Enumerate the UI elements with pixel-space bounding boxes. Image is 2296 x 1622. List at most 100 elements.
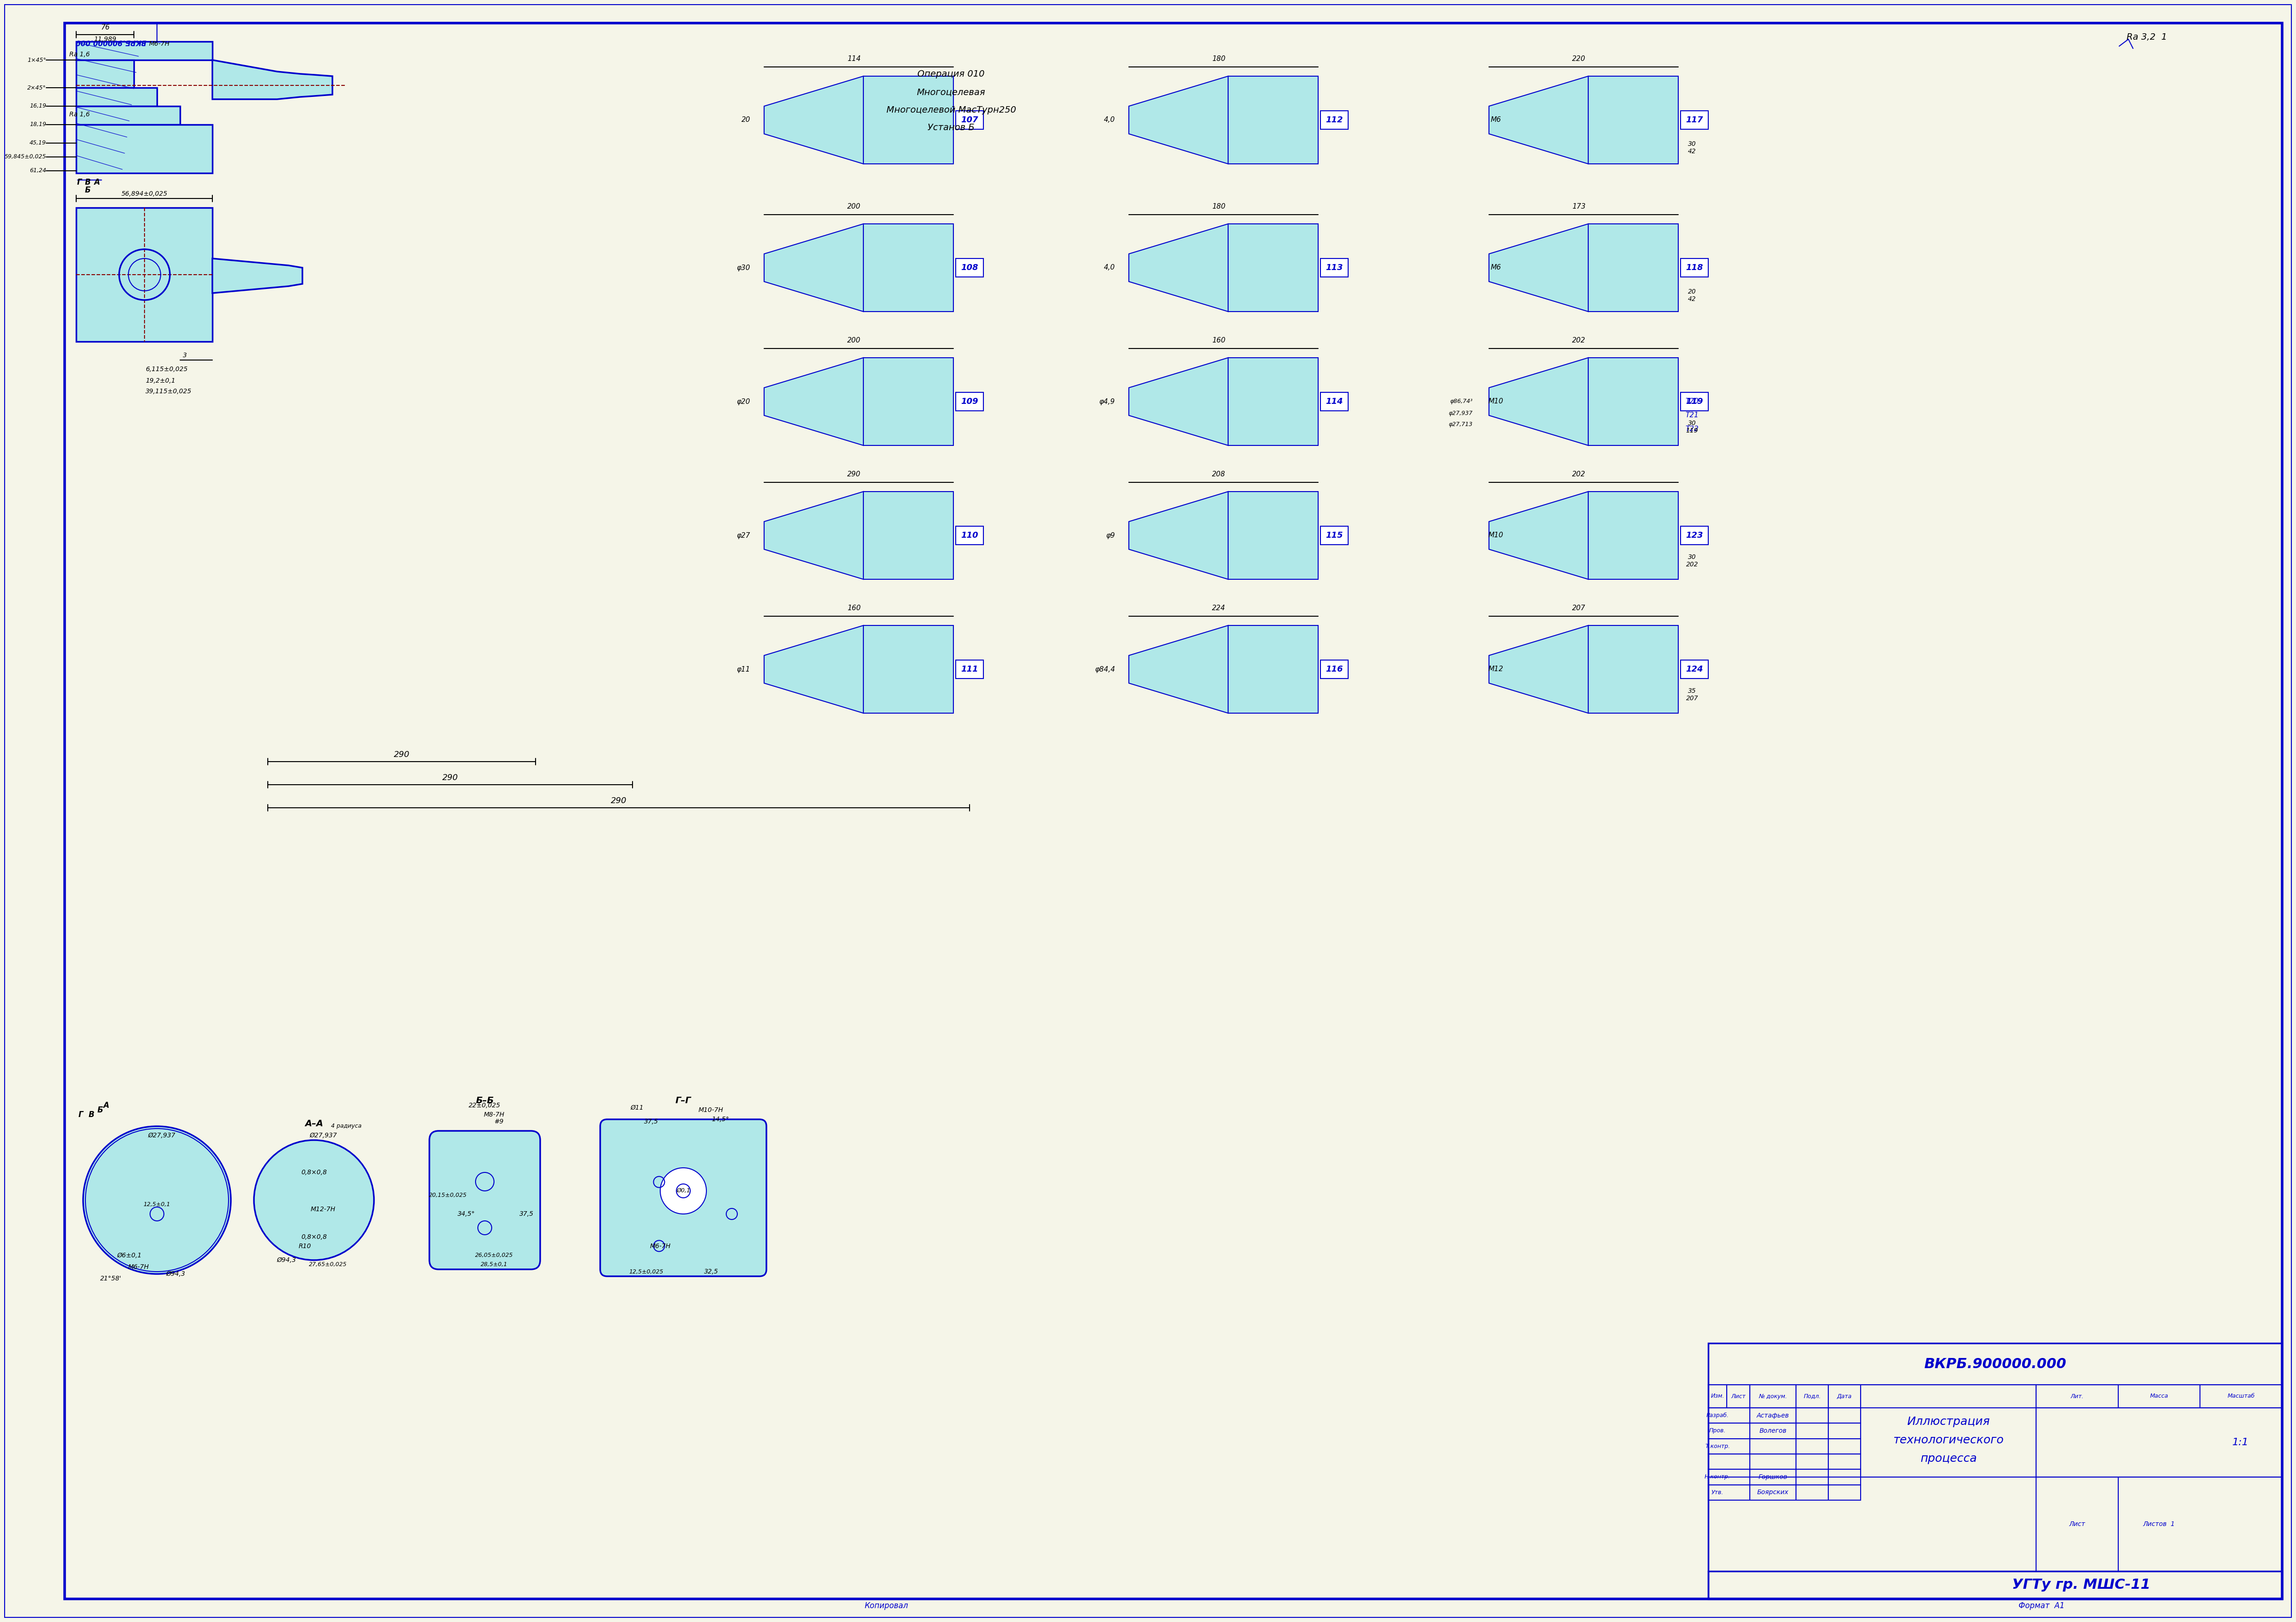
Text: Многоцелевой МасТурн250: Многоцелевой МасТурн250 — [886, 105, 1015, 114]
Text: #9: #9 — [494, 1119, 503, 1126]
Text: 12,5±0,025: 12,5±0,025 — [629, 1268, 664, 1275]
Polygon shape — [1130, 626, 1228, 714]
Text: 220: 220 — [1573, 55, 1587, 62]
Polygon shape — [76, 125, 211, 174]
Bar — [1795, 1385, 1828, 1408]
Bar — [1708, 1385, 2282, 1408]
Polygon shape — [76, 88, 156, 105]
Polygon shape — [1228, 224, 1318, 311]
Bar — [1320, 393, 1348, 410]
Text: 56,894±0,025: 56,894±0,025 — [122, 191, 168, 198]
Bar — [1795, 1422, 1828, 1439]
Text: 224: 224 — [1212, 605, 1226, 611]
Text: Многоцелевая: Многоцелевая — [916, 88, 985, 97]
Text: T22: T22 — [1685, 427, 1699, 433]
Bar — [1681, 393, 1708, 410]
Text: 290: 290 — [443, 774, 459, 782]
Bar — [1795, 1484, 1828, 1500]
Text: М6: М6 — [1490, 264, 1502, 271]
Text: Б: Б — [96, 1106, 103, 1114]
Text: 173: 173 — [1573, 203, 1587, 209]
Bar — [1708, 1453, 1750, 1470]
Polygon shape — [1589, 224, 1678, 311]
Text: 26,05±0,025: 26,05±0,025 — [475, 1252, 512, 1259]
Circle shape — [255, 1140, 374, 1260]
Text: ВКРБ.900000.000: ВКРБ.900000.000 — [1924, 1358, 2066, 1371]
Text: T20: T20 — [1685, 397, 1699, 406]
Text: 76: 76 — [101, 24, 110, 31]
Circle shape — [83, 1126, 232, 1273]
Text: 6,115±0,025: 6,115±0,025 — [145, 367, 188, 373]
Polygon shape — [1490, 76, 1589, 164]
Text: 34,5°: 34,5° — [457, 1210, 475, 1216]
Polygon shape — [1228, 76, 1318, 164]
Text: 110: 110 — [962, 532, 978, 540]
Bar — [1795, 1453, 1828, 1470]
Polygon shape — [1228, 626, 1318, 714]
Text: 200: 200 — [847, 337, 861, 344]
Polygon shape — [863, 358, 953, 446]
Text: 20
42: 20 42 — [1688, 289, 1697, 302]
Text: 11,989: 11,989 — [94, 36, 117, 42]
Text: 32,5: 32,5 — [705, 1268, 719, 1275]
Text: 118: 118 — [1685, 263, 1704, 272]
Text: А–А: А–А — [305, 1119, 324, 1129]
Text: 112: 112 — [1325, 115, 1343, 125]
Bar — [1708, 1385, 1727, 1408]
Polygon shape — [1589, 491, 1678, 579]
FancyBboxPatch shape — [429, 1131, 540, 1270]
Text: 0,8×0,8: 0,8×0,8 — [301, 1169, 326, 1176]
Text: Г: Г — [78, 178, 83, 187]
Polygon shape — [76, 208, 211, 342]
Text: Астафьев: Астафьев — [1756, 1413, 1789, 1419]
Text: 123: 123 — [1685, 532, 1704, 540]
Text: Горшков: Горшков — [1759, 1474, 1786, 1481]
Bar — [955, 660, 983, 678]
Polygon shape — [76, 42, 211, 60]
Polygon shape — [76, 105, 179, 125]
Bar — [1750, 1453, 1795, 1470]
Text: Листов  1: Листов 1 — [2142, 1521, 2174, 1528]
Bar — [955, 526, 983, 545]
Text: 39,115±0,025: 39,115±0,025 — [145, 388, 193, 394]
Text: Т.контр.: Т.контр. — [1706, 1444, 1729, 1450]
Polygon shape — [1130, 224, 1228, 311]
Text: Ø6±0,1: Ø6±0,1 — [117, 1252, 142, 1259]
Polygon shape — [211, 60, 333, 99]
Text: 37,5: 37,5 — [643, 1119, 659, 1126]
Text: ВКРБ.900000.000: ВКРБ.900000.000 — [76, 37, 147, 45]
Bar — [1681, 258, 1708, 277]
Text: Ø94,3: Ø94,3 — [276, 1257, 296, 1264]
Bar — [1795, 1439, 1828, 1453]
Bar — [1795, 1470, 1828, 1484]
Text: φ84,4: φ84,4 — [1095, 667, 1116, 673]
Bar — [1750, 1422, 1795, 1439]
Text: 4,0: 4,0 — [1104, 117, 1116, 123]
Text: 114: 114 — [1325, 397, 1343, 406]
Polygon shape — [863, 626, 953, 714]
Text: 107: 107 — [962, 115, 978, 125]
Text: Дата: Дата — [1837, 1393, 1853, 1400]
Text: 290: 290 — [393, 751, 409, 759]
Polygon shape — [765, 358, 863, 446]
Polygon shape — [863, 76, 953, 164]
Text: А: А — [94, 178, 101, 187]
Text: М12: М12 — [1488, 667, 1504, 673]
Text: 20: 20 — [742, 117, 751, 123]
Text: Копировал: Копировал — [866, 1601, 909, 1611]
Text: 115: 115 — [1325, 532, 1343, 540]
Text: 2×45°: 2×45° — [28, 84, 46, 91]
Bar — [1828, 1408, 1860, 1422]
Text: 21°58': 21°58' — [101, 1275, 122, 1281]
Text: Лит.: Лит. — [2071, 1393, 2085, 1400]
Bar — [1320, 258, 1348, 277]
Text: 160: 160 — [1212, 337, 1226, 344]
Text: 119: 119 — [1685, 397, 1704, 406]
Text: Волегов: Волегов — [1759, 1427, 1786, 1434]
Text: Разраб.: Разраб. — [1706, 1413, 1729, 1419]
Polygon shape — [1490, 626, 1589, 714]
Text: Масса: Масса — [2149, 1393, 2167, 1400]
Bar — [955, 258, 983, 277]
Text: Изм.: Изм. — [1711, 1393, 1724, 1400]
Polygon shape — [1589, 358, 1678, 446]
